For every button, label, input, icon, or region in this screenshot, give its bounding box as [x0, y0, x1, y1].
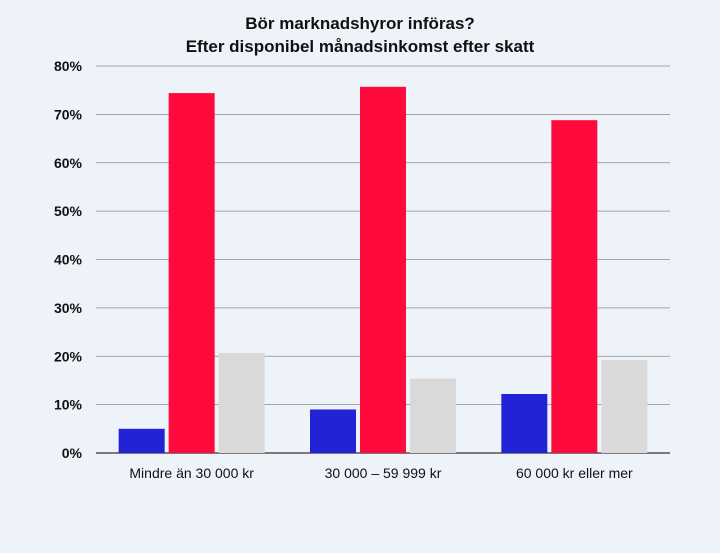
bar: [168, 93, 215, 453]
bar: [118, 428, 165, 453]
bar: [501, 393, 548, 453]
chart-title-block: Bör marknadshyror införas? Efter disponi…: [0, 12, 720, 58]
y-tick-label: 0%: [62, 445, 83, 461]
chart-subtitle: Efter disponibel månadsinkomst efter ska…: [185, 37, 535, 56]
y-tick-label: 70%: [54, 106, 83, 122]
y-tick-label: 80%: [54, 58, 83, 74]
y-tick-label: 20%: [54, 348, 83, 364]
x-category-label: Mindre än 30 000 kr: [129, 465, 254, 481]
y-tick-label: 30%: [54, 300, 83, 316]
y-tick-label: 50%: [54, 203, 83, 219]
bar: [310, 409, 356, 453]
bar: [551, 120, 598, 454]
y-tick-label: 60%: [54, 155, 83, 171]
x-category-label: 30 000 – 59 999 kr: [325, 465, 442, 481]
x-category-label: 60 000 kr eller mer: [516, 465, 633, 481]
bar: [218, 352, 265, 453]
bar: [410, 378, 456, 453]
y-tick-label: 40%: [54, 252, 83, 268]
bar: [601, 360, 648, 453]
chart-title: Bör marknadshyror införas?: [245, 14, 475, 33]
bar: [360, 86, 406, 454]
y-tick-label: 10%: [54, 397, 83, 413]
